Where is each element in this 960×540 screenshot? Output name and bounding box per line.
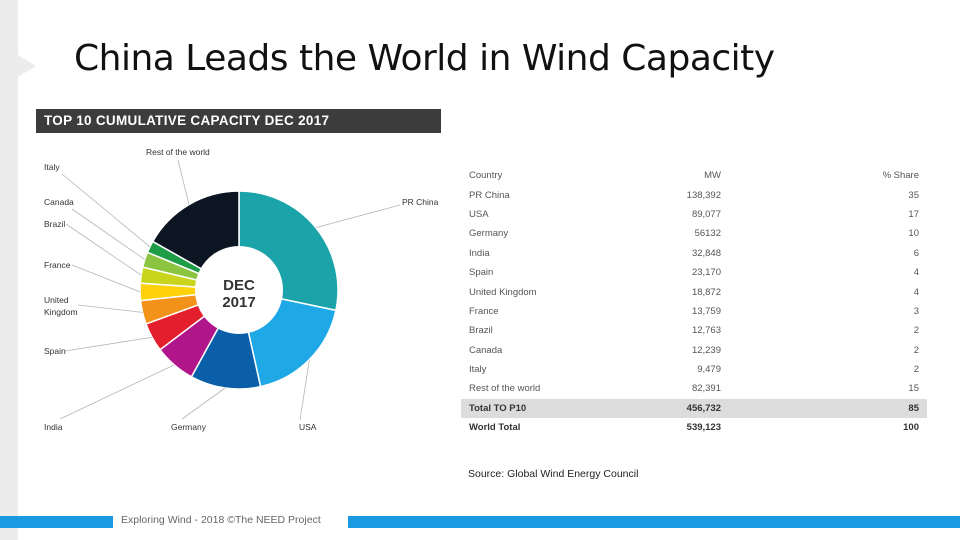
pie-label-pr-china: PR China [402, 197, 439, 207]
cell-share: 2 [913, 364, 919, 376]
cell-country: World Total [469, 422, 521, 434]
leader-line [61, 173, 151, 248]
leader-line [315, 204, 401, 228]
cell-share: 15 [908, 383, 919, 395]
cell-share: 17 [908, 208, 919, 220]
table-row: Germany 56132 10 [461, 224, 927, 243]
pie-label-germany: Germany [171, 422, 207, 432]
source-note: Source: Global Wind Energy Council [468, 468, 639, 480]
pie-center-label-line2: 2017 [222, 294, 255, 311]
cell-share: 2 [913, 325, 919, 337]
cell-share: 85 [908, 402, 919, 414]
cell-share: 10 [908, 228, 919, 240]
cell-country: Rest of the world [469, 383, 541, 395]
col-header-mw: MW [704, 170, 721, 182]
table-row: USA 89,077 17 [461, 205, 927, 224]
footer-text: Exploring Wind - 2018 ©The NEED Project [121, 514, 321, 526]
leader-line [65, 223, 142, 276]
pie-label-united-kingdom: United Kingdom [44, 295, 78, 317]
pie-label-canada: Canada [44, 197, 74, 207]
chart-title-banner: TOP 10 CUMULATIVE CAPACITY DEC 2017 [36, 109, 441, 133]
cell-mw: 9,479 [697, 364, 721, 376]
cell-mw: 539,123 [686, 422, 721, 434]
cell-mw: 456,732 [686, 402, 721, 414]
footer-bar-right [348, 516, 960, 528]
left-arrow-shape [0, 44, 36, 88]
capacity-table: Country MW % Share PR China 138,392 35 USA 8… [461, 166, 927, 437]
pie-chart: DEC 2017 PR China USA Germany India Spain Uni… [44, 147, 439, 432]
leader-line [299, 359, 310, 421]
pie-leader-lines [59, 159, 401, 421]
pie-label-brazil: Brazil [44, 219, 65, 229]
cell-mw: 12,239 [691, 344, 721, 356]
leader-line [177, 159, 190, 205]
cell-share: 2 [913, 344, 919, 356]
pie-labels: PR China USA Germany India Spain United Kingdo… [44, 147, 439, 432]
cell-mw: 12,763 [691, 325, 721, 337]
cell-mw: 138,392 [686, 189, 721, 201]
cell-share: 100 [903, 422, 919, 434]
table-row: United Kingdom 18,872 4 [461, 282, 927, 301]
cell-mw: 82,391 [691, 383, 721, 395]
col-header-share: % Share [882, 170, 919, 182]
cell-mw: 18,872 [691, 286, 721, 298]
cell-country: United Kingdom [469, 286, 537, 298]
cell-country: Canada [469, 344, 503, 356]
table-row-world-total: World Total 539,123 100 [461, 418, 927, 437]
cell-country: France [469, 305, 499, 317]
cell-mw: 32,848 [691, 247, 721, 259]
cell-share: 4 [913, 267, 919, 279]
table-row: Rest of the world 82,391 15 [461, 379, 927, 398]
table-row: Spain 23,170 4 [461, 263, 927, 282]
cell-share: 3 [913, 305, 919, 317]
cell-mw: 89,077 [691, 208, 721, 220]
cell-country: PR China [469, 189, 510, 201]
pie-center-hole [195, 246, 283, 334]
table-row: France 13,759 3 [461, 302, 927, 321]
pie-label-italy: Italy [44, 162, 60, 172]
table-row: PR China 138,392 35 [461, 185, 927, 204]
table-row-total-top10: Total TO P10 456,732 85 [461, 398, 927, 419]
cell-mw: 23,170 [691, 267, 721, 279]
pie-center-label-line1: DEC [223, 277, 255, 294]
cell-mw: 13,759 [691, 305, 721, 317]
table-header-row: Country MW % Share [461, 166, 927, 185]
pie-label-india: India [44, 422, 63, 432]
slide-title: China Leads the World in Wind Capacity [74, 38, 775, 79]
cell-country: Germany [469, 228, 509, 240]
cell-country: Spain [469, 267, 494, 279]
pie-label-france: France [44, 260, 71, 270]
footer-bar-left [0, 516, 113, 528]
leader-line [59, 364, 175, 420]
cell-share: 35 [908, 189, 919, 201]
cell-country: Brazil [469, 325, 493, 337]
leader-line [71, 208, 146, 260]
table-row: Italy 9,479 2 [461, 360, 927, 379]
pie-label-usa: USA [299, 422, 317, 432]
cell-country: Italy [469, 364, 487, 376]
leader-line [64, 336, 153, 352]
cell-country: Total TO P10 [469, 402, 527, 414]
pie-label-spain: Spain [44, 346, 66, 356]
cell-mw: 56132 [694, 228, 721, 240]
cell-country: India [469, 247, 490, 259]
col-header-country: Country [469, 170, 503, 182]
leader-line [71, 264, 141, 293]
cell-share: 4 [913, 286, 919, 298]
pie-label-rest-of-the-world: Rest of the world [146, 147, 210, 157]
table-row: Brazil 12,763 2 [461, 321, 927, 340]
table-row: India 32,848 6 [461, 244, 927, 263]
cell-country: USA [469, 208, 489, 220]
leader-line [181, 387, 226, 420]
cell-share: 6 [913, 247, 919, 259]
leader-line [77, 304, 143, 313]
table-row: Canada 12,239 2 [461, 341, 927, 360]
left-edge-strip [0, 0, 18, 540]
